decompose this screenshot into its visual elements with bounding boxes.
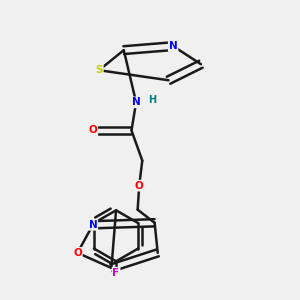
Text: N: N <box>88 220 97 230</box>
Text: H: H <box>148 95 157 105</box>
Text: N: N <box>169 41 178 51</box>
Text: F: F <box>112 268 120 278</box>
Text: O: O <box>135 181 144 190</box>
Text: O: O <box>73 248 82 258</box>
Text: O: O <box>88 125 97 135</box>
Text: S: S <box>95 65 103 75</box>
Text: N: N <box>132 97 140 107</box>
